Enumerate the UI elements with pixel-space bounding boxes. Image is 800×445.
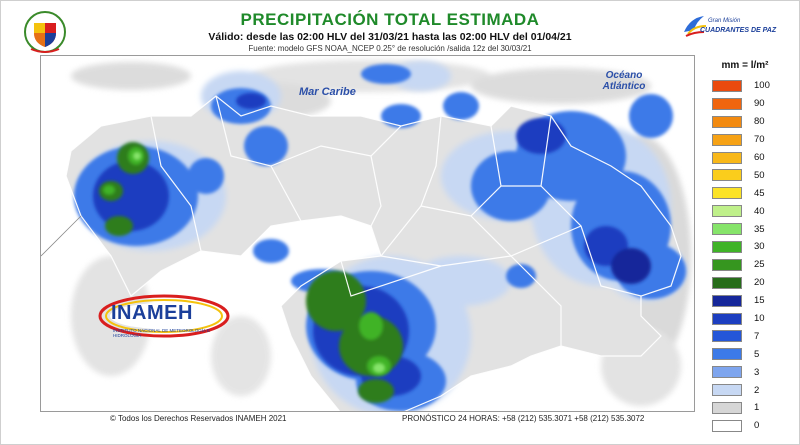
- legend-row: 2: [708, 381, 782, 399]
- legend-value: 90: [754, 98, 765, 110]
- inameh-name: INAMEH: [111, 302, 193, 324]
- rain-zone-35mm: [133, 152, 385, 373]
- legend-swatch: [712, 312, 742, 325]
- legend-value: 70: [754, 134, 765, 146]
- legend-row: 35: [708, 220, 782, 238]
- legend-value: 2: [754, 384, 760, 396]
- legend-value: 5: [754, 348, 760, 360]
- inameh-logo: INAMEH INSTITUTO NACIONAL DE METEOROLOGÍ…: [95, 292, 233, 344]
- partner-line2: CUADRANTES DE PAZ: [700, 27, 777, 34]
- legend-value: 80: [754, 116, 765, 128]
- legend-row: 0: [708, 417, 782, 435]
- atlantic-ocean-label: Océano Atlántico: [602, 70, 646, 92]
- precipitation-map: Mar Caribe Océano Atlántico: [40, 55, 695, 412]
- legend-value: 100: [754, 80, 770, 92]
- legend-row: 10: [708, 310, 782, 328]
- legend-swatch: [712, 276, 742, 289]
- legend-swatch: [712, 151, 742, 164]
- legend-row: 5: [708, 345, 782, 363]
- legend-swatch: [712, 115, 742, 128]
- legend-swatch: [712, 384, 742, 397]
- legend-swatch: [712, 366, 742, 379]
- map-canvas: [41, 60, 691, 411]
- validity-period: Válido: desde las 02:00 HLV del 31/03/21…: [208, 31, 572, 43]
- legend-row: 60: [708, 149, 782, 167]
- legend-value: 1: [754, 402, 760, 414]
- legend-swatch: [712, 419, 742, 432]
- inameh-subtitle: INSTITUTO NACIONAL DE METEOROLOGÍA E HID…: [113, 328, 211, 338]
- legend-row: 40: [708, 202, 782, 220]
- legend-row: 3: [708, 363, 782, 381]
- precipitation-legend: mm = l/m² 100 90 80 70 60 50 45 40 35 30 25 20 15 10 7…: [708, 60, 782, 435]
- legend-value: 20: [754, 277, 765, 289]
- legend-value: 35: [754, 223, 765, 235]
- legend-swatch: [712, 348, 742, 361]
- legend-swatch: [712, 401, 742, 414]
- legend-swatch: [712, 258, 742, 271]
- legend-value: 30: [754, 241, 765, 253]
- cuadrantes-de-paz-logo: Gran Misión CUADRANTES DE PAZ: [680, 10, 780, 46]
- legend-title: mm = l/m²: [721, 60, 769, 71]
- legend-swatch: [712, 97, 742, 110]
- legend-row: 80: [708, 113, 782, 131]
- legend-row: 45: [708, 184, 782, 202]
- legend-swatch: [712, 294, 742, 307]
- copyright-text: © Todos los Derechos Reservados INAMEH 2…: [110, 414, 287, 423]
- legend-swatch: [712, 79, 742, 92]
- state-borders: [65, 95, 682, 411]
- legend-value: 40: [754, 205, 765, 217]
- forecast-contact: PRONÓSTICO 24 HORAS: +58 (212) 535.3071 …: [402, 414, 645, 423]
- legend-swatch: [712, 240, 742, 253]
- legend-row: 20: [708, 274, 782, 292]
- bird-logo-icon: [684, 16, 707, 37]
- caribbean-sea-label: Mar Caribe: [299, 86, 356, 98]
- legend-value: 50: [754, 169, 765, 181]
- legend-swatch: [712, 187, 742, 200]
- legend-value: 0: [754, 420, 760, 432]
- legend-row: 15: [708, 292, 782, 310]
- map-title: PRECIPITACIÓN TOTAL ESTIMADA: [240, 10, 540, 29]
- venezuela-coat-of-arms-icon: [22, 9, 68, 55]
- partner-line1: Gran Misión: [708, 18, 741, 24]
- legend-swatch: [712, 205, 742, 218]
- legend-value: 45: [754, 187, 765, 199]
- legend-value: 60: [754, 152, 765, 163]
- legend-row: 25: [708, 256, 782, 274]
- legend-swatch: [712, 133, 742, 146]
- rain-zone-25mm: [103, 147, 391, 376]
- legend-row: 1: [708, 399, 782, 417]
- legend-row: 90: [708, 95, 782, 113]
- legend-value: 25: [754, 259, 765, 271]
- data-source: Fuente: modelo GFS NOAA_NCEP 0.25° de re…: [248, 44, 532, 53]
- legend-rows: 100 90 80 70 60 50 45 40 35 30 25 20 15 10 7 5 3 2 1 0: [708, 77, 782, 435]
- legend-value: 7: [754, 330, 760, 342]
- legend-value: 3: [754, 366, 760, 378]
- legend-swatch: [712, 169, 742, 182]
- legend-row: 7: [708, 327, 782, 345]
- legend-value: 15: [754, 295, 765, 307]
- legend-value: 10: [754, 313, 765, 325]
- legend-row: 70: [708, 131, 782, 149]
- legend-swatch: [712, 223, 742, 236]
- legend-row: 100: [708, 77, 782, 95]
- legend-swatch: [712, 330, 742, 343]
- legend-row: 30: [708, 238, 782, 256]
- international-border: [41, 215, 82, 257]
- legend-row: 50: [708, 166, 782, 184]
